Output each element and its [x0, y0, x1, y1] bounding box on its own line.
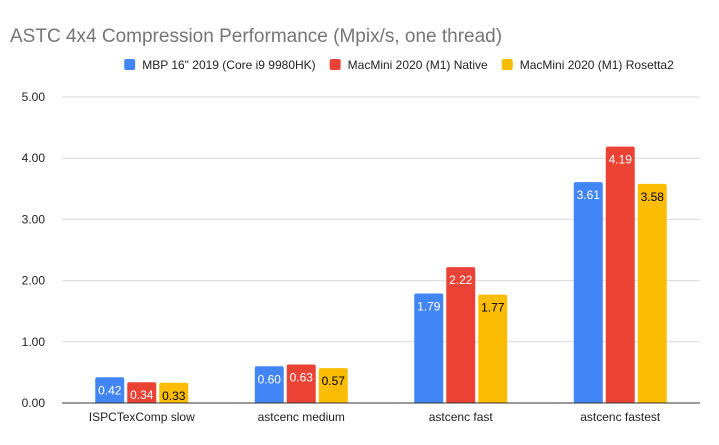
- data-label: 0.57: [322, 374, 346, 388]
- y-tick-label: 5.00: [22, 90, 46, 104]
- data-label: 1.77: [481, 301, 505, 315]
- data-label: 0.42: [98, 383, 122, 397]
- data-label: 1.79: [417, 299, 441, 313]
- y-tick-label: 0.00: [22, 396, 46, 410]
- legend-swatch: [501, 59, 513, 70]
- data-label: 4.19: [609, 153, 633, 167]
- bar: [637, 183, 667, 403]
- gridlines: [62, 96, 700, 343]
- legend-swatch: [124, 59, 136, 70]
- bar: [605, 146, 635, 403]
- bars: [95, 146, 667, 403]
- bar: [318, 368, 348, 403]
- legend: MBP 16" 2019 (Core i9 9980HK) MacMini 202…: [124, 58, 674, 72]
- bar: [446, 267, 476, 403]
- bar: [573, 182, 603, 403]
- y-tick-label: 1.00: [22, 335, 46, 349]
- bar: [127, 382, 157, 403]
- x-tick-label: astcenc fast: [429, 410, 494, 424]
- data-label: 3.58: [641, 190, 665, 204]
- bar: [254, 366, 284, 403]
- data-label: 0.33: [162, 389, 186, 403]
- legend-label: MacMini 2020 (M1) Native: [348, 58, 488, 72]
- data-label: 0.60: [258, 372, 282, 386]
- data-label: 0.34: [130, 388, 154, 402]
- legend-label: MacMini 2020 (M1) Rosetta2: [520, 58, 674, 72]
- data-label: 3.61: [577, 188, 601, 202]
- data-label: 2.22: [449, 273, 473, 287]
- y-tick-label: 3.00: [22, 212, 46, 226]
- x-tick-label: astcenc fastest: [580, 410, 661, 424]
- legend-item: MacMini 2020 (M1) Rosetta2: [501, 58, 674, 72]
- y-tick-label: 4.00: [22, 151, 46, 165]
- chart-title: ASTC 4x4 Compression Performance (Mpix/s…: [10, 26, 502, 47]
- x-tick-label: astcenc medium: [258, 410, 345, 424]
- y-tick-label: 2.00: [22, 274, 46, 288]
- y-axis-ticks: 0.00 1.00 2.00 3.00 4.00 5.00: [22, 90, 46, 410]
- bar: [95, 377, 125, 403]
- bar: [159, 382, 189, 403]
- legend-item: MBP 16" 2019 (Core i9 9980HK): [124, 58, 316, 72]
- data-labels: 0.42 0.34 0.33 0.60 0.63 0.57 1.79 2.22 1.77 3.61…: [98, 153, 664, 403]
- x-tick-label: ISPCTexComp slow: [89, 410, 195, 424]
- x-axis-ticks: ISPCTexComp slow astcenc medium astcenc fa…: [89, 410, 661, 424]
- legend-swatch: [329, 59, 341, 70]
- bar: [286, 364, 316, 403]
- bar: [414, 293, 444, 403]
- data-label: 0.63: [290, 370, 314, 384]
- bar: [478, 294, 508, 403]
- legend-item: MacMini 2020 (M1) Native: [329, 58, 488, 72]
- legend-label: MBP 16" 2019 (Core i9 9980HK): [142, 58, 315, 72]
